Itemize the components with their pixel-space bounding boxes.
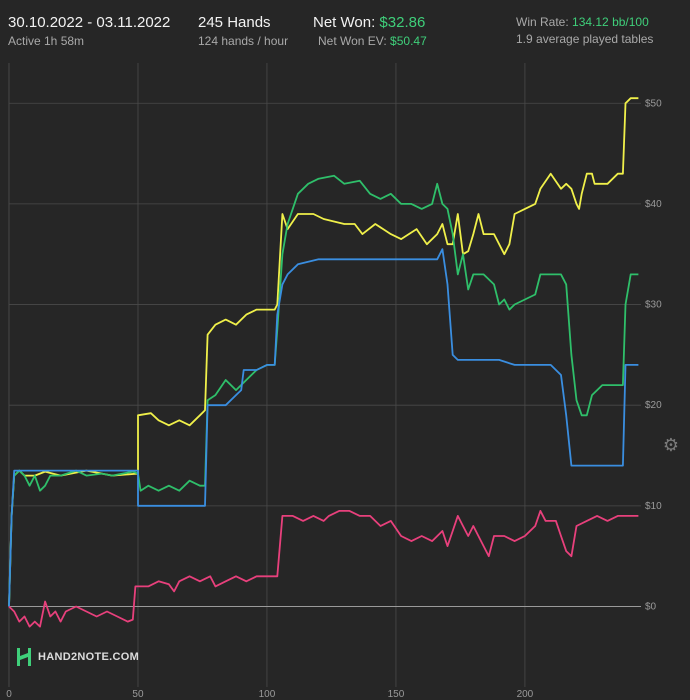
series-line-2 <box>8 248 639 607</box>
date-range: 30.10.2022 - 03.11.2022 <box>8 14 171 31</box>
net-won-ev-label: Net Won EV: <box>318 34 387 48</box>
active-time: Active 1h 58m <box>8 34 85 48</box>
y-tick-label: $50 <box>645 98 662 109</box>
y-tick-label: $0 <box>645 601 657 612</box>
x-tick-label: 0 <box>6 689 12 700</box>
win-rate: Win Rate: 134.12 bb/100 <box>516 15 649 29</box>
avg-tables: 1.9 average played tables <box>516 32 654 46</box>
x-tick-label: 150 <box>388 689 405 700</box>
stats-header: 30.10.2022 - 03.11.2022 Active 1h 58m 24… <box>0 0 690 55</box>
y-tick-label: $10 <box>645 501 662 512</box>
net-won-ev: Net Won EV: $50.47 <box>318 34 427 48</box>
win-rate-label: Win Rate: <box>516 15 569 29</box>
hand2note-logo: HAND2NOTE.COM <box>16 647 139 667</box>
series-line-1 <box>8 174 639 607</box>
y-tick-label: $30 <box>645 300 662 311</box>
logo-text: HAND2NOTE.COM <box>38 651 140 663</box>
net-won: Net Won: $32.86 <box>313 14 425 31</box>
x-tick-label: 100 <box>259 689 276 700</box>
logo-mark-icon <box>17 648 31 666</box>
net-won-value: $32.86 <box>379 14 426 31</box>
gear-icon[interactable]: ⚙ <box>662 435 680 455</box>
x-tick-label: 200 <box>517 689 534 700</box>
tick-labels: 0 50 100 150 200 $0 $10 $20 $30 $40 $50 <box>6 98 662 700</box>
series-line-3 <box>8 510 639 628</box>
hands-per-hour: 124 hands / hour <box>198 34 289 48</box>
x-tick-label: 50 <box>132 689 144 700</box>
profit-chart: 0 50 100 150 200 $0 $10 $20 $30 $40 $50 <box>6 63 662 700</box>
grid <box>8 63 641 687</box>
series-lines <box>8 97 639 628</box>
y-tick-label: $40 <box>645 199 662 210</box>
net-won-ev-value: $50.47 <box>390 34 427 48</box>
win-rate-value: 134.12 bb/100 <box>572 15 649 29</box>
hands-count: 245 Hands <box>198 14 271 31</box>
net-won-label: Net Won: <box>313 14 376 31</box>
y-tick-label: $20 <box>645 400 662 411</box>
series-line-0 <box>8 97 639 607</box>
